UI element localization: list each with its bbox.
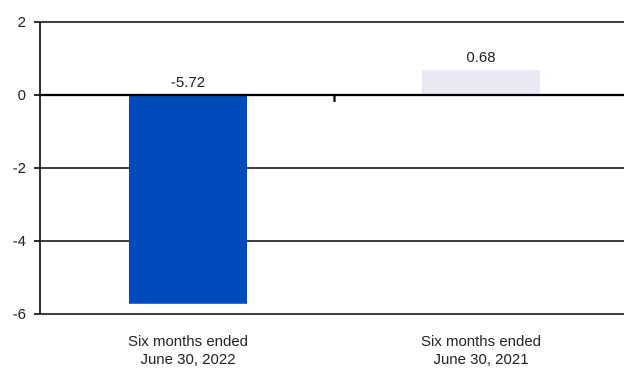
y-tick-label: 0 [18, 87, 26, 104]
x-category-label: June 30, 2021 [433, 351, 528, 368]
x-category-label: June 30, 2022 [140, 351, 235, 368]
data-label: -5.72 [171, 74, 205, 91]
x-category-label: Six months ended [128, 333, 248, 350]
x-category-label: Six months ended [421, 333, 541, 350]
y-tick-label: -6 [13, 306, 26, 323]
y-tick-label: 2 [18, 14, 26, 31]
y-tick-label: -4 [13, 233, 26, 250]
y-tick-label: -2 [13, 160, 26, 177]
data-label: 0.68 [466, 49, 495, 66]
bar [129, 95, 247, 304]
bar [422, 70, 540, 95]
